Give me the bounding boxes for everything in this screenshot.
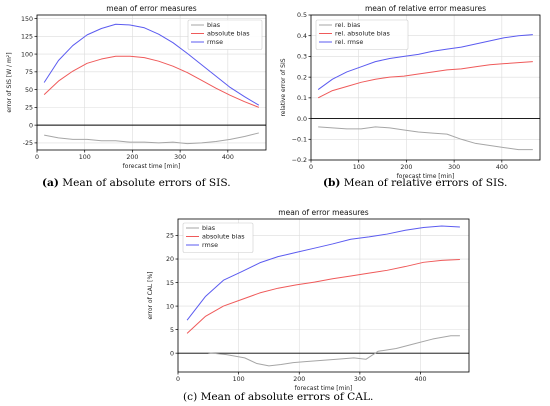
y-tick-label-5: 0.3 (297, 54, 307, 61)
plot-frame (177, 218, 470, 373)
x-tick-label-2: 200 (126, 154, 138, 161)
y-axis-label: error of CAL [%] (147, 271, 154, 319)
x-tick-label-2: 200 (293, 376, 305, 383)
x-axis-label: forecast time [min] (397, 173, 455, 180)
legend-box (182, 222, 254, 253)
caption-b-label: (b) (323, 177, 341, 189)
y-tick-label-4: 20 (166, 256, 174, 263)
x-tick-label-1: 100 (79, 154, 91, 161)
x-tick-label-3: 300 (448, 164, 460, 171)
chart-title: mean of relative error measures (365, 4, 486, 13)
caption-a: (a) Mean of absolute errors of SIS. (42, 177, 231, 189)
y-tick-label-2: 25 (25, 105, 33, 112)
caption-c-text: Mean of absolute errors of CAL. (197, 391, 374, 403)
legend-label-2: rel. rmse (335, 38, 363, 46)
x-tick-label-0: 0 (309, 164, 313, 171)
y-axis-label: error of SIS [W / m²] (6, 52, 13, 112)
legend-label-0: bias (207, 21, 221, 29)
legend-label-1: absolute bias (202, 233, 245, 241)
caption-c-label: (c) (183, 391, 198, 403)
y-tick-label-3: 50 (25, 87, 33, 94)
chart-cal-absolute: 0 100 200 300 400 0 5 10 15 20 25 mean of error mea… (147, 208, 470, 392)
chart-title: mean of error measures (278, 208, 369, 217)
x-tick-label-0: 0 (176, 376, 180, 383)
y-tick-label-5: 25 (166, 233, 174, 240)
y-tick-label-3: 0.1 (297, 95, 307, 102)
caption-c: (c) Mean of absolute errors of CAL. (183, 391, 373, 403)
x-tick-label-2: 200 (400, 164, 412, 171)
y-tick-label-7: 150 (21, 16, 33, 23)
x-tick-label-3: 300 (174, 154, 186, 161)
legend-label-2: rmse (202, 241, 218, 249)
legend-box (315, 19, 409, 50)
y-tick-label-1: −0.1 (292, 136, 307, 143)
y-tick-label-1: 0 (29, 122, 33, 129)
series-line-0 (44, 132, 259, 145)
series-line-2 (317, 34, 533, 90)
y-tick-label-0: −0.2 (292, 157, 307, 164)
y-tick-label-4: 0.2 (297, 74, 307, 81)
plot-frame (310, 14, 541, 161)
series-line-1 (317, 61, 533, 99)
caption-b: (b) Mean of relative errors of SIS. (323, 177, 507, 189)
y-tick-label-0: -25 (23, 140, 33, 147)
plot-frame (36, 14, 267, 151)
y-tick-label-7: 0.5 (297, 12, 307, 19)
chart-sis-relative: 0 100 200 300 400 −0.2 −0.1 0.0 0.1 0.2 0.3 0.4 0.5 m… (280, 4, 541, 180)
legend-label-1: rel. absolute bias (335, 30, 391, 38)
x-tick-label-0: 0 (35, 154, 39, 161)
caption-a-text: Mean of absolute errors of SIS. (58, 177, 231, 189)
x-axis-label: forecast time [min] (123, 163, 181, 170)
y-tick-label-3: 15 (166, 280, 174, 287)
y-tick-label-6: 125 (21, 34, 33, 41)
y-tick-label-4: 75 (25, 69, 33, 76)
y-tick-label-0: 0 (170, 350, 174, 357)
series-line-0 (318, 126, 533, 151)
caption-b-text: Mean of relative errors of SIS. (340, 177, 508, 189)
y-tick-label-1: 5 (170, 327, 174, 334)
caption-a-label: (a) (42, 177, 59, 189)
y-axis-label: relative error of SIS (280, 58, 287, 116)
legend-label-0: rel. bias (335, 21, 361, 29)
x-tick-label-4: 400 (222, 154, 234, 161)
x-tick-label-1: 100 (233, 376, 245, 383)
series-line-1 (186, 258, 460, 334)
legend-box (187, 19, 263, 50)
legend-label-0: bias (202, 224, 216, 232)
chart-title: mean of error measures (106, 4, 197, 13)
x-tick-label-4: 400 (496, 164, 508, 171)
y-tick-label-2: 10 (166, 303, 174, 310)
series-line-0 (208, 335, 460, 367)
series-line-1 (43, 55, 260, 108)
series-line-2 (186, 225, 460, 321)
legend-label-1: absolute bias (207, 30, 250, 38)
x-axis-label: forecast time [min] (295, 385, 353, 392)
legend-label-2: rmse (207, 38, 223, 46)
y-tick-label-5: 100 (21, 51, 33, 58)
y-tick-label-6: 0.4 (297, 33, 307, 40)
x-tick-label-3: 300 (354, 376, 366, 383)
x-tick-label-4: 400 (414, 376, 426, 383)
series-line-2 (43, 23, 260, 106)
x-tick-label-1: 100 (353, 164, 365, 171)
y-tick-label-2: 0.0 (297, 116, 307, 123)
